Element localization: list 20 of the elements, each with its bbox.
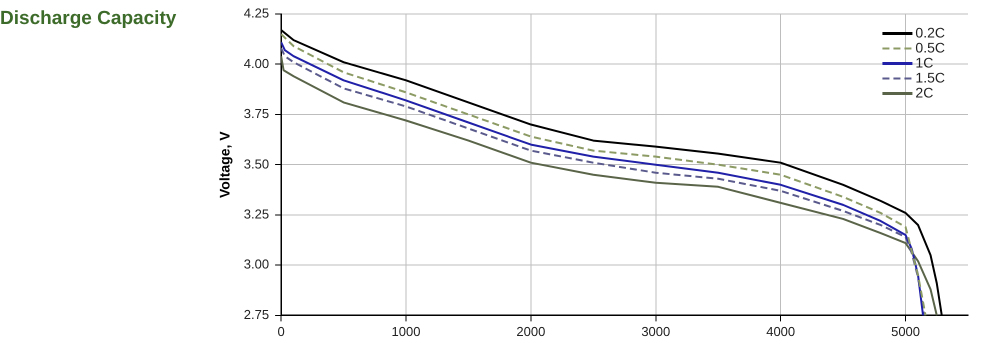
y-axis-title: Voltage, V [216, 130, 232, 198]
x-tick-label: 3000 [641, 324, 670, 339]
y-tick-label: 3.25 [244, 206, 270, 222]
x-tick-label: 0 [277, 324, 285, 339]
y-tick-label: 4.00 [244, 56, 270, 71]
y-tick-label: 4.25 [244, 6, 270, 21]
x-tick-label: 2000 [516, 324, 546, 339]
x-tick-label: 5000 [891, 324, 920, 339]
legend-label: 0.2C [915, 24, 946, 40]
legend-label: 1.5C [915, 69, 946, 86]
legend-label: 1C [915, 54, 934, 70]
y-tick-label: 3.50 [244, 156, 270, 172]
legend-label: 2C [915, 84, 934, 100]
legend-label: 0.5C [915, 39, 946, 56]
x-tick-label: 1000 [392, 324, 420, 339]
x-tick-label: 4000 [766, 324, 796, 339]
y-tick-label: 3.00 [244, 256, 270, 272]
text: Discharge Capacity [0, 8, 176, 30]
y-tick-label: 3.75 [244, 106, 270, 122]
y-tick-label: 2.75 [244, 306, 270, 322]
